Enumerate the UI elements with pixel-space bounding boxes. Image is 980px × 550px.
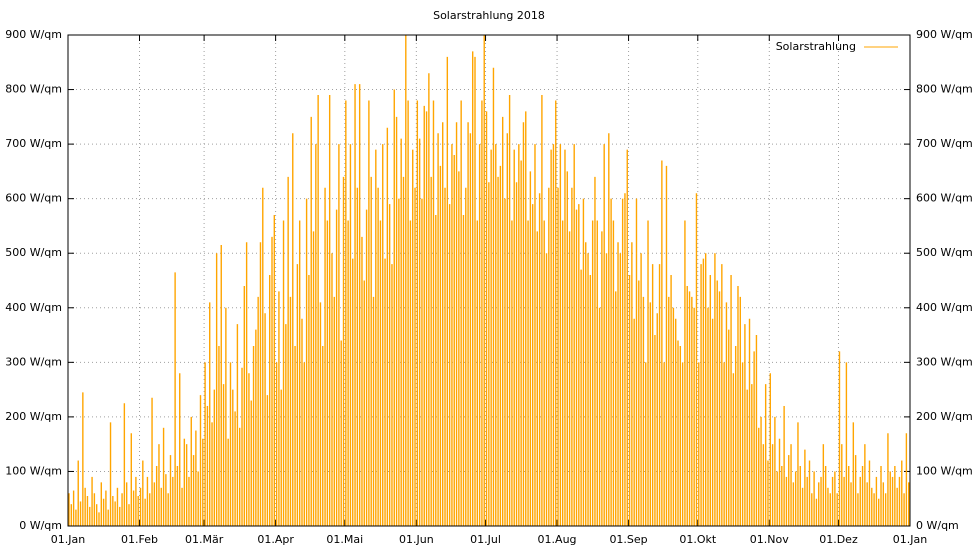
chart-title: Solarstrahlung 2018	[433, 9, 545, 22]
x-tick-label: 01.Mär	[185, 533, 224, 546]
x-tick-label: 01.Nov	[750, 533, 789, 546]
x-tick-label: 01.Sep	[609, 533, 647, 546]
y2-tick-label: 700 W/qm	[916, 137, 973, 150]
y-tick-label: 0 W/qm	[19, 519, 62, 532]
y2-tick-label: 800 W/qm	[916, 83, 973, 96]
y-tick-label: 100 W/qm	[5, 464, 62, 477]
y2-tick-label: 400 W/qm	[916, 301, 973, 314]
x-tick-label: 01.Aug	[538, 533, 577, 546]
x-tick-label: 01.Apr	[257, 533, 294, 546]
y2-tick-label: 500 W/qm	[916, 246, 973, 259]
x-tick-label: 01.Feb	[121, 533, 158, 546]
x-tick-label: 01.Jan	[51, 533, 85, 546]
y-tick-label: 600 W/qm	[5, 192, 62, 205]
x-tick-label: 01.Jul	[470, 533, 501, 546]
y-tick-label: 900 W/qm	[5, 28, 62, 41]
y2-tick-label: 900 W/qm	[916, 28, 973, 41]
y-tick-label: 500 W/qm	[5, 246, 62, 259]
x-tick-label: 01.Mai	[326, 533, 363, 546]
y2-tick-label: 600 W/qm	[916, 192, 973, 205]
x-tick-label: 01.Jan	[893, 533, 927, 546]
x-tick-label: 01.Jun	[399, 533, 434, 546]
y-tick-label: 700 W/qm	[5, 137, 62, 150]
y-tick-label: 800 W/qm	[5, 83, 62, 96]
y2-tick-label: 300 W/qm	[916, 355, 973, 368]
y2-tick-label: 200 W/qm	[916, 410, 973, 423]
y-tick-label: 200 W/qm	[5, 410, 62, 423]
x-tick-label: 01.Dez	[819, 533, 858, 546]
y-tick-label: 300 W/qm	[5, 355, 62, 368]
x-tick-label: 01.Okt	[679, 533, 717, 546]
plot-border	[67, 34, 911, 527]
series	[68, 35, 910, 526]
y2-tick-label: 0 W/qm	[916, 519, 959, 532]
y-tick-label: 400 W/qm	[5, 301, 62, 314]
legend-label: Solarstrahlung	[776, 40, 856, 53]
y2-tick-label: 100 W/qm	[916, 464, 973, 477]
